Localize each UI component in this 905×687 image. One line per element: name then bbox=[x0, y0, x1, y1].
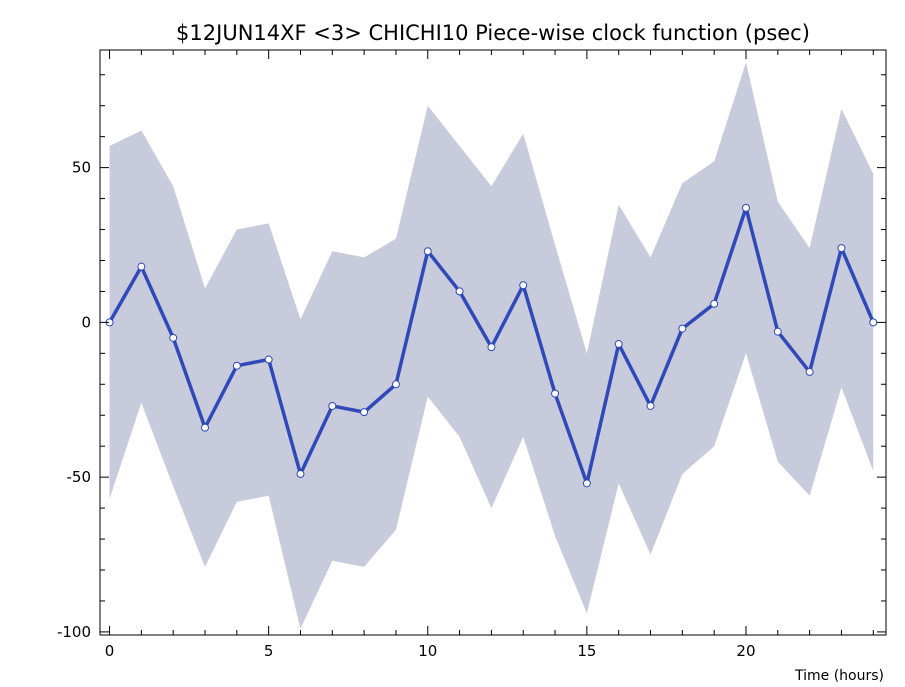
plot-frame bbox=[99, 49, 887, 636]
data-point bbox=[232, 361, 241, 370]
axis-ticks: 0 5 10 15 20 -100 -50 0 50 bbox=[57, 50, 886, 660]
data-point bbox=[646, 401, 655, 410]
series-markers bbox=[105, 203, 878, 488]
data-point bbox=[519, 281, 528, 290]
chart-title: $12JUN14XF <3> CHICHI10 Piece-wise clock… bbox=[176, 21, 810, 45]
x-axis-label: Time (hours) bbox=[794, 668, 884, 684]
data-point bbox=[391, 380, 400, 389]
x-tick-label: 10 bbox=[418, 642, 437, 660]
data-point bbox=[710, 299, 719, 308]
data-point bbox=[328, 401, 337, 410]
data-point bbox=[678, 324, 687, 333]
data-point bbox=[137, 262, 146, 271]
data-point bbox=[741, 203, 750, 212]
data-point bbox=[614, 340, 623, 349]
data-point bbox=[169, 333, 178, 342]
data-point bbox=[837, 244, 846, 253]
x-tick-label: 20 bbox=[736, 642, 755, 660]
data-point bbox=[551, 389, 560, 398]
x-tick-label: 15 bbox=[577, 642, 596, 660]
y-tick-label: 50 bbox=[72, 159, 91, 177]
data-point bbox=[455, 287, 464, 296]
data-point bbox=[805, 367, 814, 376]
data-point bbox=[423, 247, 432, 256]
data-point bbox=[201, 423, 210, 432]
y-tick-label: 0 bbox=[81, 313, 91, 331]
x-tick-label: 0 bbox=[105, 642, 115, 660]
data-point bbox=[582, 479, 591, 488]
data-point bbox=[487, 343, 496, 352]
data-point bbox=[869, 318, 878, 327]
data-point bbox=[360, 408, 369, 417]
y-tick-label: -50 bbox=[67, 468, 92, 486]
data-point bbox=[773, 327, 782, 336]
y-tick-label: -100 bbox=[57, 623, 91, 641]
data-point bbox=[296, 470, 305, 479]
data-point bbox=[264, 355, 273, 364]
x-tick-label: 5 bbox=[264, 642, 274, 660]
